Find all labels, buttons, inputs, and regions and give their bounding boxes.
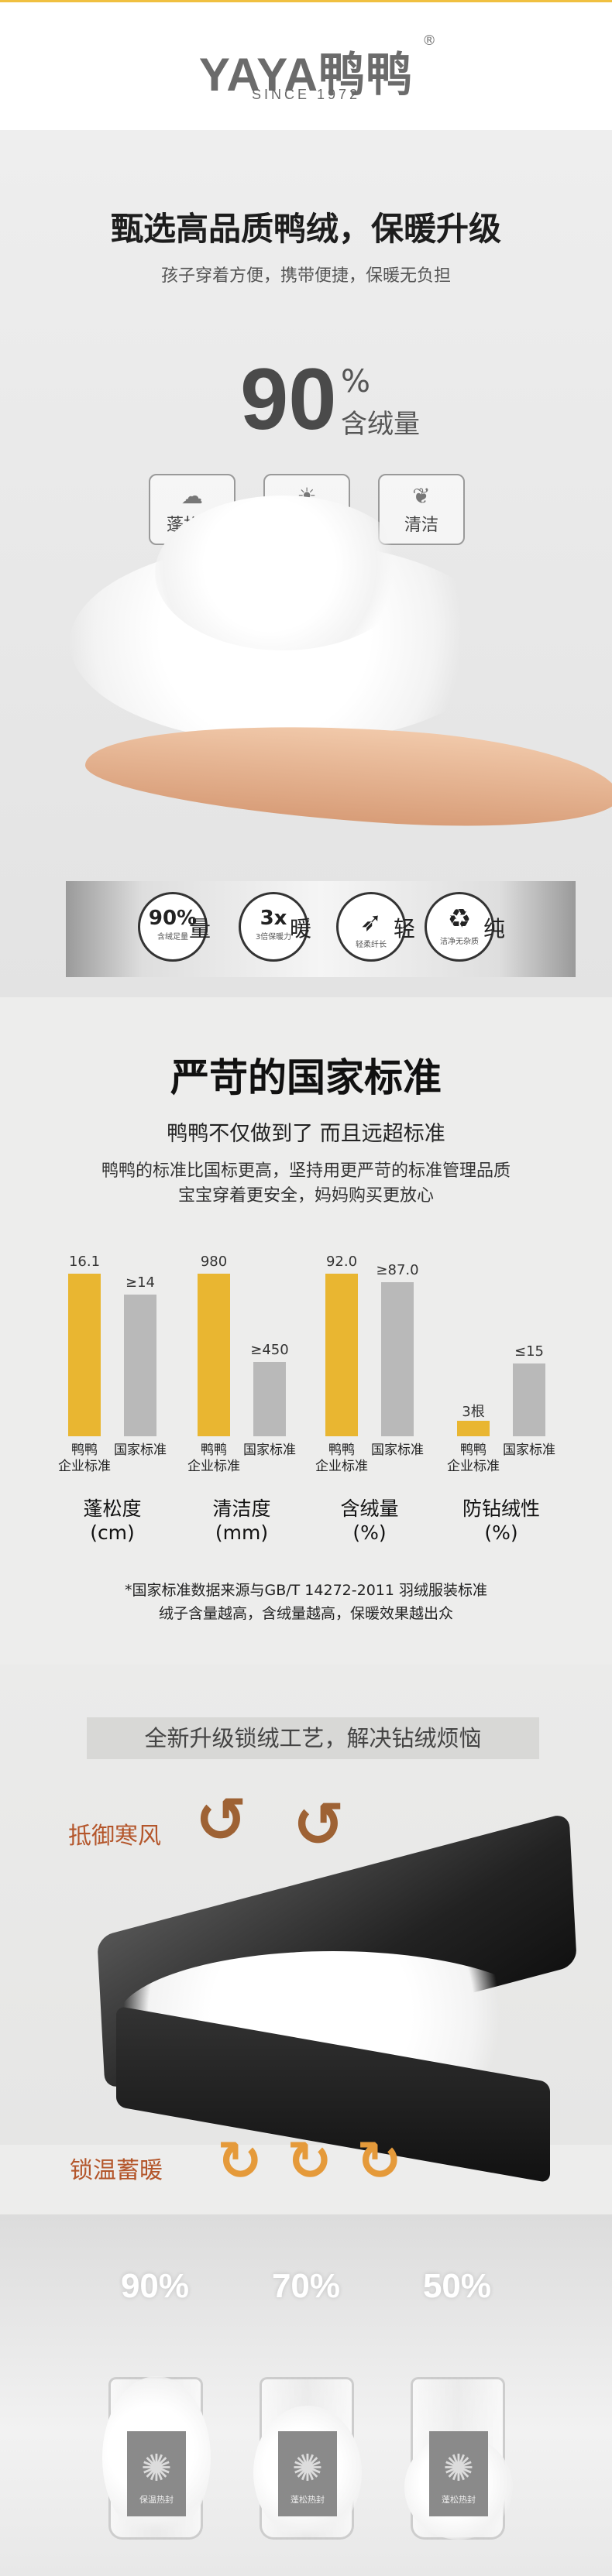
bar-value-label: 16.1 (68, 1254, 101, 1270)
footnote-effect: 绒子含量越高，含绒量越高，保暖效果越出众 (158, 1605, 453, 1622)
cloud-icon: ☁ (181, 483, 203, 509)
metric-label: 防钻绒性 (%) (462, 1497, 540, 1544)
x-axis-label: 鸭鸭 企业标准 (447, 1442, 500, 1474)
band-icon-fill: 90% 含绒足量 (138, 892, 208, 962)
feature-label: 清洁 (404, 516, 438, 535)
x-axis-label: 国家标准 (114, 1442, 167, 1458)
standard-title: 严苛的国家标准 (170, 1055, 442, 1100)
card-label: 保温热封 (139, 2495, 174, 2505)
bar-national (124, 1295, 156, 1436)
x-axis-label: 鸭鸭 企业标准 (58, 1442, 111, 1474)
since-text: SINCE 1972 (251, 87, 361, 102)
x-axis-label: 国家标准 (243, 1442, 296, 1458)
bar-value-label: ≥450 (250, 1341, 289, 1358)
band-word: 轻 (394, 916, 416, 942)
heat-seal-card: ✺ 蓬松热封 (278, 2431, 337, 2516)
band-icon-text: 3x (260, 907, 287, 930)
sunburst-icon: ✺ (442, 2447, 475, 2490)
metric-label: 蓬松度 (cm) (83, 1497, 142, 1544)
bar-national (513, 1363, 545, 1436)
bar-value-label: 3根 (462, 1404, 485, 1420)
x-axis-label: 鸭鸭 企业标准 (315, 1442, 368, 1474)
band-icon-warmth: 3x 3倍保暖力 (239, 892, 308, 962)
wind-label: 抵御寒风 (68, 1823, 161, 1850)
lock-banner: 全新升级锁绒工艺，解决钻绒烦恼 (87, 1717, 539, 1759)
bar-national (253, 1361, 286, 1436)
registered-mark: ® (422, 33, 437, 49)
band-icon-sub: 洁净无杂质 (440, 938, 479, 946)
up-arrow-icon: ↺ (293, 1789, 346, 1861)
heat-seal-card: ✺ 保温热封 (127, 2431, 186, 2516)
standard-line3: 宝宝穿着更安全，妈妈购买更放心 (177, 1186, 434, 1206)
standard-line1: 鸭鸭不仅做到了 而且远超标准 (167, 1122, 445, 1146)
bar-value-label: ≤15 (514, 1343, 544, 1360)
band-icon-sub: 含绒足量 (157, 933, 188, 942)
fill-percent-label: 90% (120, 2267, 190, 2305)
down-arrow-icon: ↻ (217, 2129, 263, 2193)
down-arrow-icon: ↻ (287, 2129, 332, 2193)
band-icon-recycle: ♻ 洁净无杂质 (425, 892, 494, 962)
feather-icon: ➶ (359, 907, 383, 938)
card-label: 蓬松热封 (291, 2495, 325, 2505)
warmth-label: 锁温蓄暖 (70, 2157, 163, 2184)
x-axis-label: 国家标准 (503, 1442, 555, 1458)
bar-value-label: ≥87.0 (376, 1262, 419, 1279)
band-word: 暖 (290, 916, 312, 942)
band-icon-text: 90% (148, 907, 198, 930)
up-arrow-icon: ↺ (195, 1784, 248, 1856)
heat-seal-card: ✺ 蓬松热封 (429, 2431, 488, 2516)
sunburst-icon: ✺ (291, 2447, 324, 2490)
hero-subtitle: 孩子穿着方便，携带便捷，保暖无负担 (160, 266, 451, 286)
hero-title: 甄选高品质鸭绒，保暖升级 (110, 210, 501, 248)
band-word: 量 (189, 916, 211, 942)
bar-enterprise (325, 1274, 358, 1436)
bar-enterprise (68, 1274, 101, 1436)
fill-percent-label: 70% (271, 2267, 341, 2305)
card-label: 蓬松热封 (442, 2495, 476, 2505)
standard-bar-chart: 16.1 鸭鸭 企业标准 ≥14 国家标准蓬松度 (cm) 980 鸭鸭 企业标准 ≥450 国家标… (0, 1223, 612, 1549)
fill-label: 含绒量 (341, 409, 420, 440)
footnote-source: *国家标准数据来源与GB/T 14272-2011 羽绒服装标准 (125, 1582, 487, 1599)
standard-line2: 鸭鸭的标准比国标更高，坚持用更严苛的标准管理品质 (101, 1161, 511, 1181)
brand-logo: YAYA鸭鸭 ® (0, 33, 612, 105)
bar-enterprise (457, 1421, 490, 1436)
fill-power-number: 90 (240, 351, 337, 448)
band-icon-sub: 轻柔纤长 (356, 941, 387, 949)
down-cluster-top (155, 496, 411, 650)
bar-value-label: ≥14 (125, 1274, 155, 1291)
band-icon-feather: ➶ 轻柔纤长 (336, 892, 406, 962)
bar-enterprise (198, 1274, 230, 1436)
percent-sign: % (341, 364, 371, 400)
down-arrow-icon: ↻ (356, 2129, 402, 2193)
recycle-icon: ♻ (447, 904, 472, 935)
x-axis-label: 鸭鸭 企业标准 (187, 1442, 240, 1474)
leaf-icon: ❦ (412, 483, 431, 509)
logo-text: YAYA鸭鸭 (198, 49, 414, 101)
bar-value-label: 980 (200, 1254, 228, 1270)
bar-value-label: 92.0 (325, 1254, 358, 1270)
band-word: 纯 (483, 916, 506, 942)
fill-percent-label: 50% (422, 2267, 492, 2305)
sunburst-icon: ✺ (140, 2447, 173, 2490)
band-icon-sub: 3倍保暖力 (255, 933, 292, 942)
metric-label: 清洁度 (mm) (212, 1497, 271, 1544)
metric-label: 含绒量 (%) (340, 1497, 399, 1544)
bar-national (381, 1282, 414, 1436)
x-axis-label: 国家标准 (371, 1442, 424, 1458)
brand-header (0, 0, 612, 130)
